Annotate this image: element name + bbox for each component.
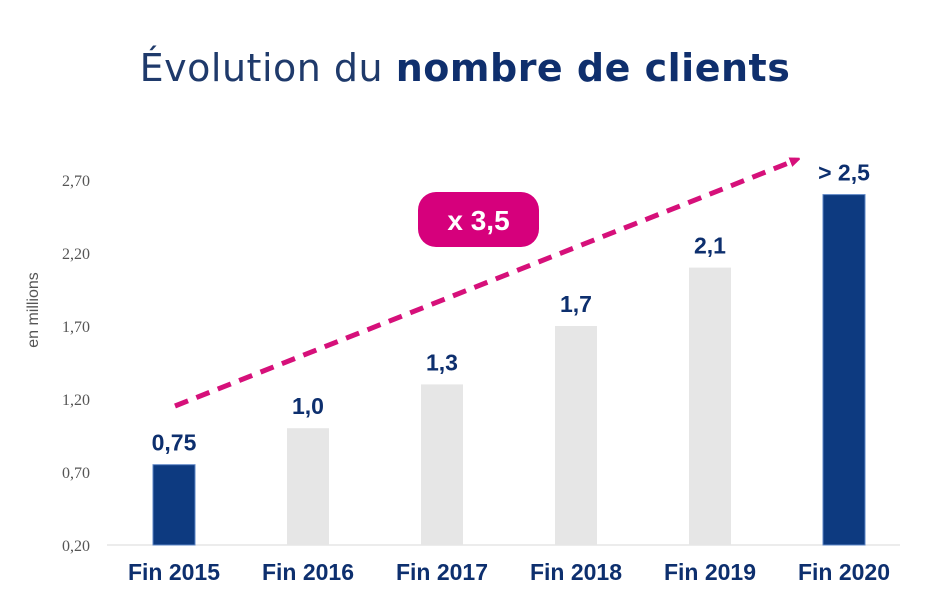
growth-badge: x 3,5 bbox=[418, 192, 539, 247]
x-category-label: Fin 2016 bbox=[262, 559, 354, 585]
category-labels-group: Fin 2015 Fin 2016 Fin 2017 Fin 2018 Fin 2019… bbox=[128, 559, 890, 585]
bar bbox=[152, 464, 196, 546]
x-category-label: Fin 2019 bbox=[664, 559, 756, 585]
x-category-label: Fin 2018 bbox=[530, 559, 622, 585]
growth-badge-background bbox=[418, 192, 539, 247]
growth-badge-label: x 3,5 bbox=[447, 205, 509, 236]
bar-value-label: 2,1 bbox=[694, 233, 726, 259]
trend-arrow bbox=[174, 160, 796, 409]
chart-title-light: Évolution du bbox=[139, 46, 384, 90]
bar-value-label: 0,75 bbox=[152, 430, 197, 456]
y-tick-label: 2,20 bbox=[62, 246, 90, 263]
bars-group bbox=[152, 194, 866, 546]
x-category-label: Fin 2020 bbox=[798, 559, 890, 585]
y-tick-label: 0,20 bbox=[62, 538, 90, 555]
bar-value-label: 1,7 bbox=[560, 291, 592, 317]
bar bbox=[555, 326, 597, 545]
bar-value-label: > 2,5 bbox=[818, 160, 870, 186]
y-tick-label: 0,70 bbox=[62, 465, 90, 482]
y-tick-label: 1,70 bbox=[62, 319, 90, 336]
bar bbox=[287, 428, 329, 545]
bar-value-label: 1,0 bbox=[292, 393, 324, 419]
y-tick-label: 1,20 bbox=[62, 392, 90, 409]
value-labels-group: 0,75 1,0 1,3 1,7 2,1 > 2,5 bbox=[152, 160, 870, 456]
bar bbox=[822, 194, 866, 546]
y-tick-label: 2,70 bbox=[62, 173, 90, 190]
bar bbox=[421, 384, 463, 545]
bar bbox=[689, 267, 731, 545]
chart-title: Évolution du nombre de clients bbox=[0, 46, 930, 90]
y-axis: 0,20 0,70 1,20 1,70 2,20 2,70 bbox=[62, 173, 900, 555]
bar-value-label: 1,3 bbox=[426, 349, 458, 375]
y-axis-label: en millions bbox=[25, 272, 42, 348]
x-category-label: Fin 2017 bbox=[396, 559, 488, 585]
x-category-label: Fin 2015 bbox=[128, 559, 220, 585]
chart-title-bold: nombre de clients bbox=[395, 46, 791, 90]
